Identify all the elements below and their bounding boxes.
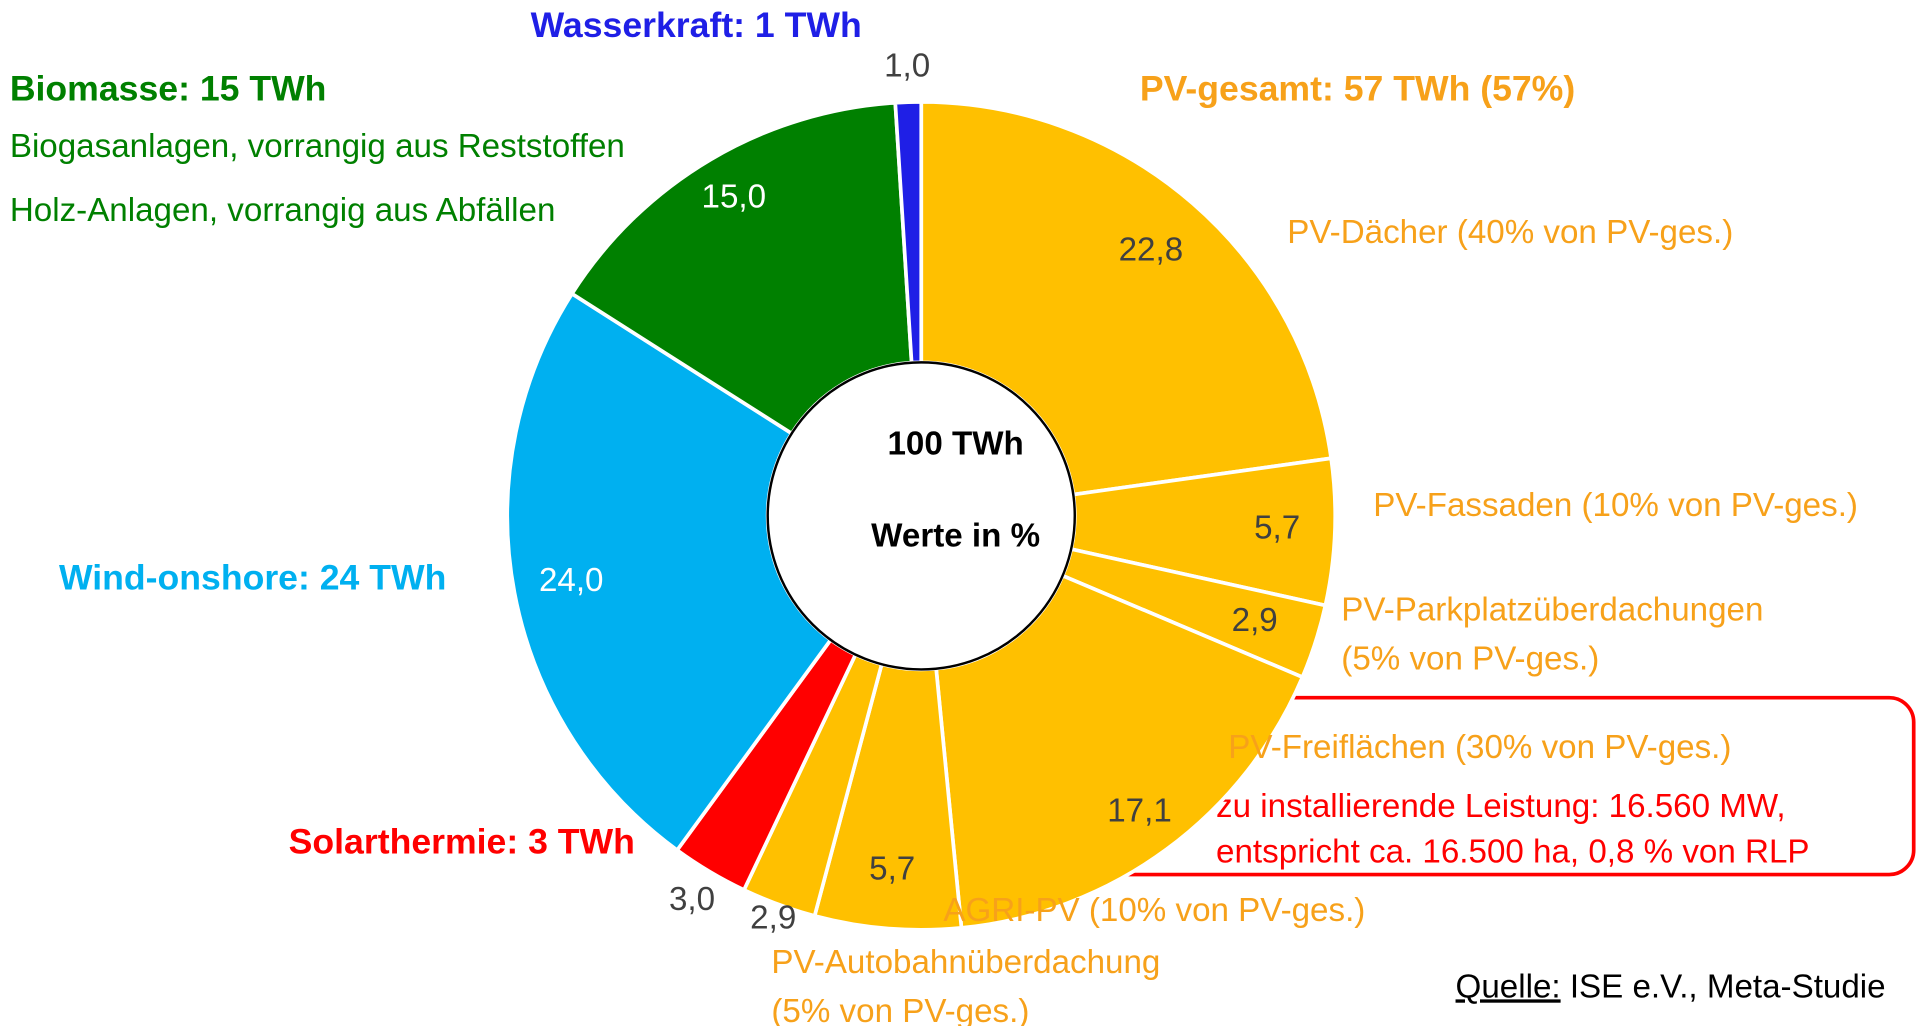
source: Quelle: ISE e.V., Meta-Studie [1456, 968, 1886, 1005]
donut-hole [766, 361, 1077, 671]
value-label: 22,8 [1119, 231, 1184, 268]
category-label: AGRI-PV (10% von PV-ges.) [943, 892, 1365, 929]
source-text: ISE e.V., Meta-Studie [1561, 968, 1886, 1005]
highlight-text: entspricht ca. 16.500 ha, 0,8 % von RLP [1216, 833, 1810, 870]
biomass-note: Holz-Anlagen, vorrangig aus Abfällen [10, 192, 556, 229]
center-text: 100 TWh [887, 425, 1023, 462]
category-label: PV-Autobahnüberdachung [771, 944, 1160, 981]
category-label: Solarthermie: 3 TWh [289, 822, 635, 862]
category-label: PV-Freiflächen (30% von PV-ges.) [1228, 729, 1731, 766]
category-label: (5% von PV-ges.) [771, 993, 1029, 1026]
biomass-note: Biogasanlagen, vorrangig aus Reststoffen [10, 128, 625, 165]
value-label: 3,0 [669, 881, 715, 918]
value-label: 2,9 [1232, 602, 1278, 639]
category-label: PV-Dächer (40% von PV-ges.) [1287, 214, 1733, 251]
pie: 100 TWh Werte in % [505, 100, 1337, 932]
category-label: Biomasse: 15 TWh [10, 69, 327, 109]
center-text: Werte in % [871, 518, 1040, 555]
value-label: 17,1 [1107, 793, 1172, 830]
category-label: (5% von PV-ges.) [1341, 640, 1599, 677]
value-label: 5,7 [869, 851, 915, 888]
highlight-text: zu installierende Leistung: 16.560 MW, [1216, 788, 1786, 825]
value-label: 15,0 [702, 178, 767, 215]
value-label: 1,0 [884, 48, 930, 85]
category-label: PV-Parkplatzüberdachungen [1341, 591, 1763, 628]
value-label: 5,7 [1254, 510, 1300, 547]
category-label: PV-Fassaden (10% von PV-ges.) [1373, 487, 1858, 524]
labels: 22,8 PV-Dächer (40% von PV-ges.) 5,7 PV-Fas… [10, 5, 1858, 1026]
category-label: Wasserkraft: 1 TWh [531, 5, 862, 45]
value-label: 2,9 [750, 899, 796, 936]
pv-total: PV-gesamt: 57 TWh (57%) [1140, 69, 1575, 109]
value-label: 24,0 [539, 562, 604, 599]
source-label: Quelle: [1456, 968, 1561, 1005]
category-label: Wind-onshore: 24 TWh [59, 558, 446, 598]
